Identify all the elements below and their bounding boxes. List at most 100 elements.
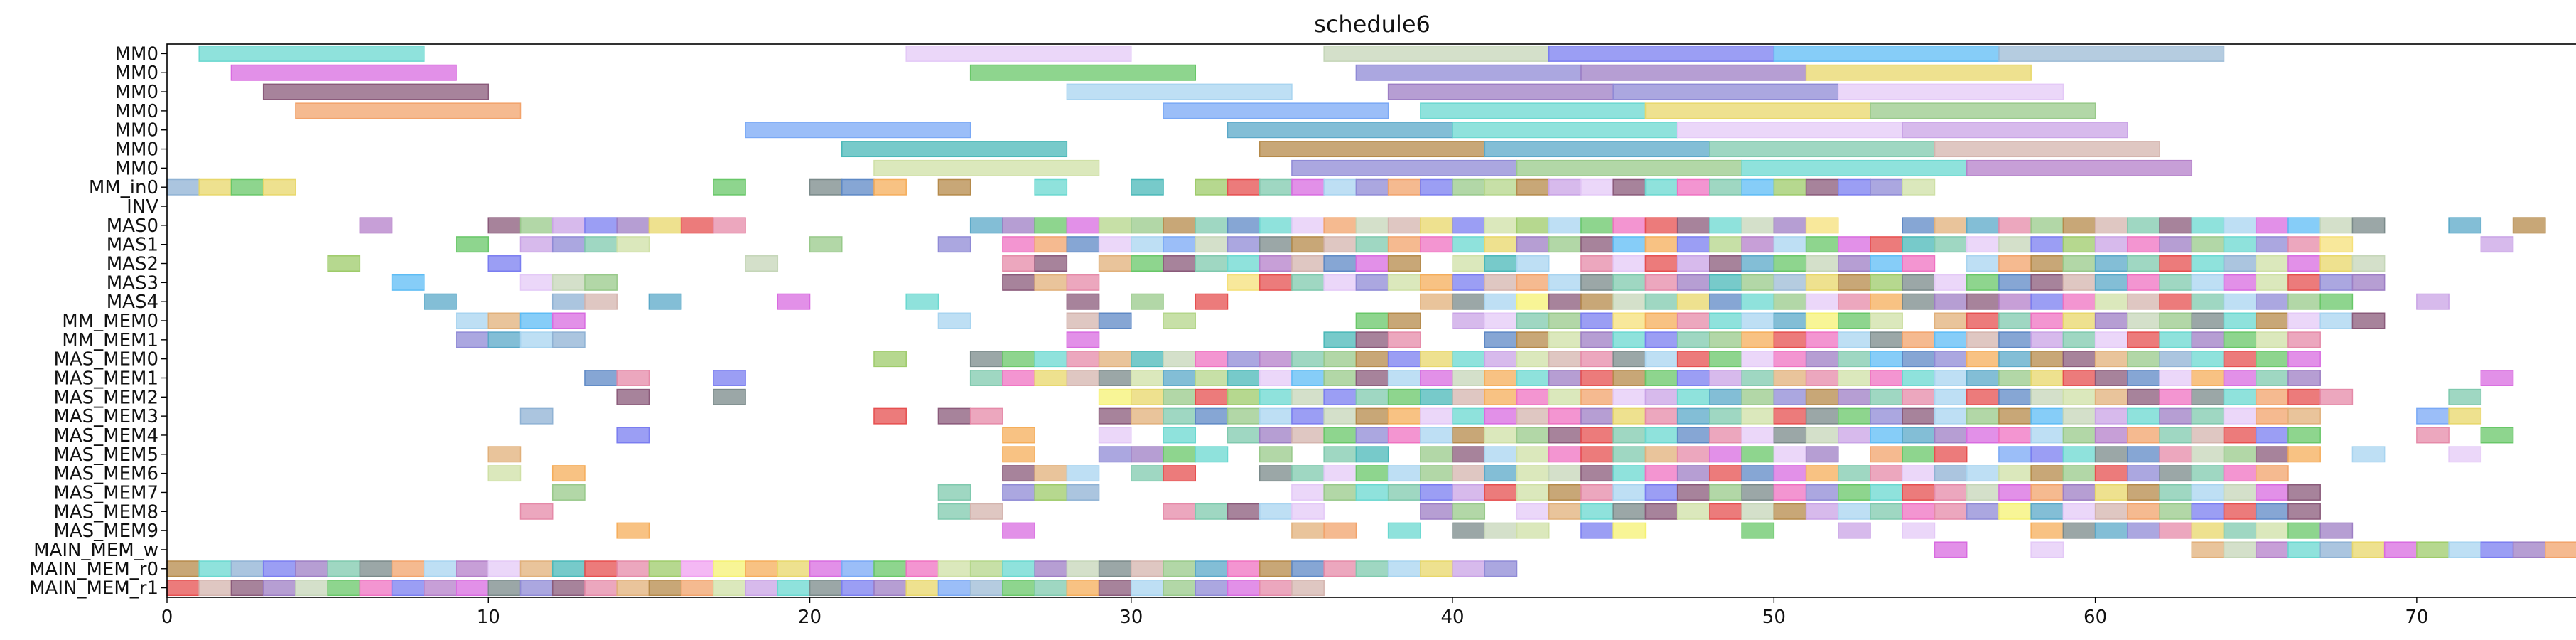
task-bar xyxy=(2512,217,2546,234)
task-bar xyxy=(1902,446,1936,463)
task-bar xyxy=(2094,484,2128,501)
task-bar xyxy=(2062,331,2096,348)
task-bar xyxy=(359,560,393,577)
y-axis: MM0MM0MM0MM0MM0MM0MM0MM_in0INVMAS0MAS1MA… xyxy=(29,43,167,599)
task-bar xyxy=(2319,388,2354,405)
task-bar xyxy=(1644,331,1678,348)
task-bar xyxy=(2159,274,2193,291)
y-tick-label: MAS_MEM7 xyxy=(53,482,158,503)
task-bar xyxy=(1612,236,1647,253)
task-bar xyxy=(1066,312,1100,329)
task-bar xyxy=(1066,293,1100,310)
task-bar xyxy=(1870,370,1903,386)
chart-title: schedule6 xyxy=(1314,11,1430,38)
task-bar xyxy=(1966,331,2000,348)
task-bar xyxy=(1131,293,1164,310)
task-bar xyxy=(1452,388,1486,405)
task-bar xyxy=(873,560,907,577)
task-bar xyxy=(2223,465,2257,482)
task-bar xyxy=(1902,351,1936,368)
task-bar xyxy=(1516,312,1550,329)
task-bar xyxy=(809,580,843,597)
task-bar xyxy=(2223,351,2257,368)
task-bar xyxy=(2255,274,2289,291)
task-bar xyxy=(1709,503,1742,520)
task-bar xyxy=(2416,541,2450,558)
task-bar xyxy=(198,178,232,196)
task-bar xyxy=(1227,122,1453,139)
task-bar xyxy=(2159,465,2193,482)
task-bar xyxy=(2223,407,2257,425)
task-bar xyxy=(1098,388,1132,405)
task-bar xyxy=(1580,274,1614,291)
task-bar xyxy=(2223,503,2257,520)
task-bar xyxy=(2062,427,2096,444)
task-bar xyxy=(1870,293,1903,310)
task-bar xyxy=(1805,427,1839,444)
task-bar xyxy=(1998,388,2032,405)
task-bar xyxy=(1323,370,1357,386)
task-bar xyxy=(2223,388,2257,405)
task-bar xyxy=(359,217,393,234)
task-bar xyxy=(1291,236,1325,253)
task-bar xyxy=(2480,370,2514,386)
x-axis: 0 10 20 30 40 50 60 70 xyxy=(161,597,2428,628)
y-tick-label: MAIN_MEM_r1 xyxy=(29,578,158,599)
task-bar xyxy=(2094,465,2128,482)
task-bar xyxy=(1516,484,1550,501)
task-bar xyxy=(2094,407,2128,425)
task-bar xyxy=(648,217,682,234)
task-bar xyxy=(616,560,650,577)
task-bar xyxy=(1098,407,1132,425)
task-bar xyxy=(1387,274,1421,291)
task-bar xyxy=(1163,102,1389,119)
task-bar xyxy=(1516,274,1550,291)
task-bar xyxy=(1773,503,1807,520)
task-bar xyxy=(2062,236,2096,253)
task-bar xyxy=(519,331,554,348)
task-bar xyxy=(1484,293,1518,310)
task-bar xyxy=(1676,351,1710,368)
task-bar xyxy=(519,580,554,597)
task-bar xyxy=(1259,236,1293,253)
x-tick-label: 30 xyxy=(1119,607,1143,628)
task-bar xyxy=(1098,560,1132,577)
task-bar xyxy=(2191,351,2225,368)
task-bar xyxy=(1773,484,1807,501)
task-bar xyxy=(1548,217,1582,234)
task-bar xyxy=(2223,274,2257,291)
task-bar xyxy=(1484,217,1518,234)
task-bar xyxy=(1998,446,2032,463)
task-bar xyxy=(2351,446,2386,463)
task-bar xyxy=(2287,236,2321,253)
task-bar xyxy=(1355,255,1389,272)
task-bar xyxy=(1066,236,1100,253)
task-bar xyxy=(487,217,522,234)
task-bar xyxy=(2159,522,2193,539)
task-bar xyxy=(1355,351,1389,368)
task-bar xyxy=(2159,351,2193,368)
task-bar xyxy=(841,560,875,577)
task-bar xyxy=(1612,217,1647,234)
task-bar xyxy=(2255,522,2289,539)
task-bar xyxy=(1676,255,1710,272)
task-bar xyxy=(2255,236,2289,253)
task-bar xyxy=(1741,331,1775,348)
task-bar xyxy=(1709,427,1742,444)
task-bar xyxy=(1612,331,1647,348)
task-bar xyxy=(1516,331,1550,348)
task-bar xyxy=(2287,351,2321,368)
task-bar xyxy=(1580,503,1614,520)
task-bar xyxy=(1516,236,1550,253)
task-bar xyxy=(905,293,939,310)
task-bar xyxy=(1098,351,1132,368)
task-bar xyxy=(1934,407,1968,425)
task-bar xyxy=(1420,427,1453,444)
task-bar xyxy=(1420,388,1453,405)
task-bar xyxy=(456,580,490,597)
task-bar xyxy=(198,45,425,62)
task-bar xyxy=(1034,274,1068,291)
task-bar xyxy=(1741,293,1775,310)
task-bar xyxy=(2030,236,2064,253)
task-bar xyxy=(1195,255,1229,272)
